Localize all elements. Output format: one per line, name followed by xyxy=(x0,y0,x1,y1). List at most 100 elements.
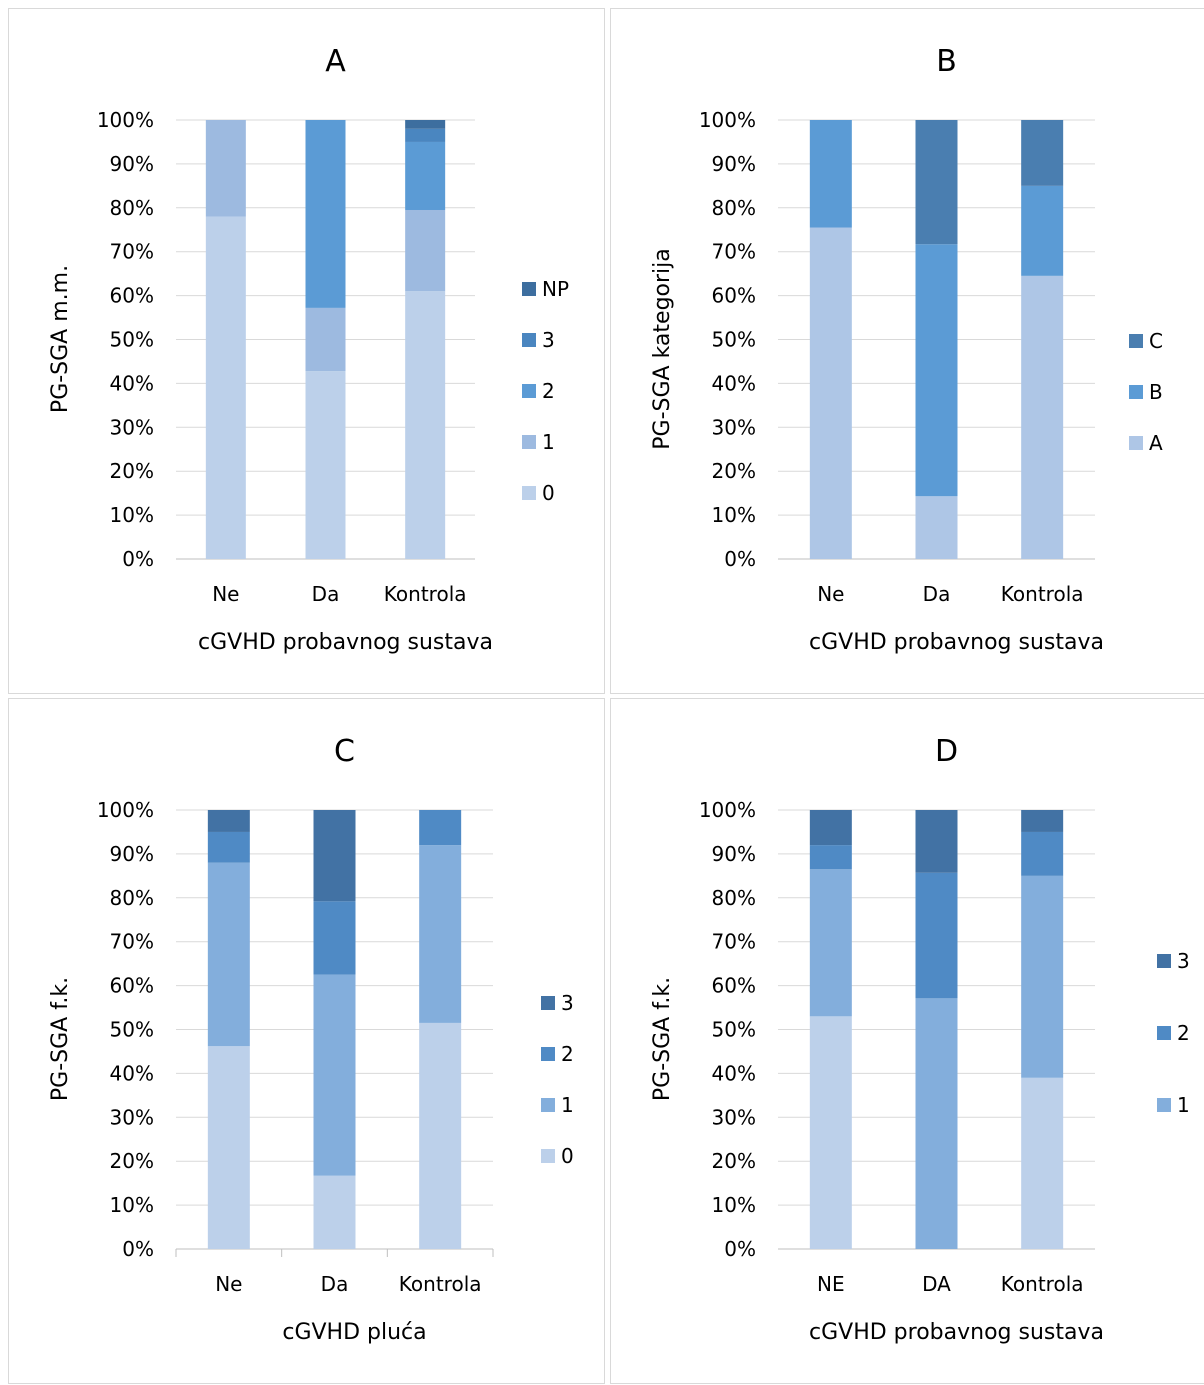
legend-label: 2 xyxy=(561,1042,574,1066)
y-tick-label: 30% xyxy=(110,415,154,439)
y-tick-label: 10% xyxy=(712,1193,756,1217)
bar-segment xyxy=(405,128,446,142)
y-tick-label: 100% xyxy=(97,108,154,132)
legend-label: 3 xyxy=(561,991,574,1015)
legend-swatch xyxy=(1157,1098,1171,1112)
bar-segment xyxy=(405,291,446,559)
y-tick-label: 60% xyxy=(712,974,756,998)
bar-segment xyxy=(313,810,356,902)
y-tick-label: 30% xyxy=(712,415,756,439)
bar-segment xyxy=(809,1016,852,1249)
y-tick-label: 80% xyxy=(110,196,154,220)
bar-segment xyxy=(207,831,250,863)
bar-segment xyxy=(809,810,852,846)
bar-segment xyxy=(915,496,958,559)
bar-segment xyxy=(915,810,958,873)
legend-swatch xyxy=(1157,954,1171,968)
y-tick-label: 10% xyxy=(110,1193,154,1217)
x-axis-label: cGVHD probavnog sustava xyxy=(809,1320,1104,1345)
legend-label: 1 xyxy=(542,430,555,454)
chart-svg: C 0% 10% 20% 30% 40% 50% 60% 70% 80% 90% 100% Ne Da Ko… xyxy=(48,734,574,1345)
x-axis-label: cGVHD probavnog sustava xyxy=(198,630,493,655)
y-tick-label: 70% xyxy=(712,930,756,954)
legend-swatch xyxy=(522,486,536,500)
x-tick-label: Kontrola xyxy=(1001,1272,1084,1296)
bar-segment xyxy=(915,120,958,245)
legend-label: 2 xyxy=(542,379,555,403)
x-axis-label: cGVHD pluća xyxy=(282,1320,426,1345)
legend-label: 1 xyxy=(1177,1093,1190,1117)
x-tick-label: Kontrola xyxy=(384,582,467,606)
y-tick-label: 0% xyxy=(122,1237,154,1261)
bar-segment xyxy=(313,974,356,1176)
legend-label: 0 xyxy=(561,1144,574,1168)
y-tick-label: 90% xyxy=(712,842,756,866)
bar-segment xyxy=(1021,875,1064,1078)
y-tick-label: 90% xyxy=(110,152,154,176)
y-tick-label: 20% xyxy=(712,1149,756,1173)
bar-segment xyxy=(313,1175,356,1249)
bar-segment xyxy=(1021,1077,1064,1249)
y-tick-label: 90% xyxy=(712,152,756,176)
bar-segment xyxy=(1021,185,1064,276)
bar-segment xyxy=(205,120,246,217)
y-tick-label: 0% xyxy=(122,547,154,571)
y-tick-label: 100% xyxy=(699,798,756,822)
legend-label: 0 xyxy=(542,481,555,505)
bar-segment xyxy=(305,307,346,372)
y-tick-label: 20% xyxy=(110,459,154,483)
bar-segment xyxy=(419,810,462,846)
y-tick-label: 50% xyxy=(712,1018,756,1042)
bar-segment xyxy=(809,869,852,1017)
y-tick-label: 90% xyxy=(110,842,154,866)
y-axis-label: PG-SGA f.k. xyxy=(650,977,675,1101)
x-tick-label: Ne xyxy=(817,582,844,606)
chart-panel-d: D 0% 10% 20% 30% 40% 50% 60% 70% 80% 90% 100% NE DA Ko… xyxy=(610,698,1204,1384)
bar-segment xyxy=(207,810,250,832)
y-tick-label: 60% xyxy=(110,284,154,308)
chart-panel-b: B 0% 10% 20% 30% 40% 50% 60% 70% 80% 90% 100% Ne Da Ko… xyxy=(610,8,1204,694)
chart-panel-c: C 0% 10% 20% 30% 40% 50% 60% 70% 80% 90% 100% Ne Da Ko… xyxy=(8,698,605,1384)
x-tick-label: Da xyxy=(923,582,951,606)
legend-label: 3 xyxy=(542,328,555,352)
y-tick-label: 40% xyxy=(110,371,154,395)
bar-segment xyxy=(915,872,958,999)
y-axis-label: PG-SGA m.m. xyxy=(48,265,73,413)
legend-swatch xyxy=(1157,1026,1171,1040)
y-tick-label: 40% xyxy=(110,1061,154,1085)
y-axis-label: PG-SGA f.k. xyxy=(48,977,73,1101)
bar-segment xyxy=(305,371,346,559)
x-tick-label: DA xyxy=(922,1272,951,1296)
bar-segment xyxy=(405,209,446,292)
x-axis-label: cGVHD probavnog sustava xyxy=(809,630,1104,655)
legend-swatch xyxy=(522,333,536,347)
y-tick-label: 80% xyxy=(110,886,154,910)
y-tick-label: 40% xyxy=(712,1061,756,1085)
bar-segment xyxy=(205,216,246,559)
bar-segment xyxy=(809,227,852,559)
bar-segment xyxy=(1021,810,1064,832)
y-tick-label: 50% xyxy=(712,328,756,352)
bar-segment xyxy=(1021,120,1064,186)
x-tick-label: Ne xyxy=(215,1272,242,1296)
legend-label: 1 xyxy=(561,1093,574,1117)
y-tick-label: 0% xyxy=(724,547,756,571)
legend-label: A xyxy=(1149,431,1163,455)
x-tick-label: Da xyxy=(321,1272,349,1296)
chart-svg: B 0% 10% 20% 30% 40% 50% 60% 70% 80% 90% 100% Ne Da Ko… xyxy=(650,44,1163,655)
legend-label: C xyxy=(1149,329,1163,353)
legend-label: 3 xyxy=(1177,949,1190,973)
legend-swatch xyxy=(541,1098,555,1112)
legend-swatch xyxy=(522,435,536,449)
bar-segment xyxy=(1021,831,1064,876)
y-tick-label: 70% xyxy=(110,240,154,264)
legend-label: NP xyxy=(542,277,569,301)
bar-segment xyxy=(915,998,958,1249)
y-tick-label: 10% xyxy=(110,503,154,527)
chart-svg: D 0% 10% 20% 30% 40% 50% 60% 70% 80% 90% 100% NE DA Ko… xyxy=(650,734,1190,1345)
chart-title: A xyxy=(325,44,346,79)
bar-segment xyxy=(915,244,958,497)
y-tick-label: 100% xyxy=(699,108,756,132)
y-tick-label: 0% xyxy=(724,1237,756,1261)
bar-segment xyxy=(419,1022,462,1249)
